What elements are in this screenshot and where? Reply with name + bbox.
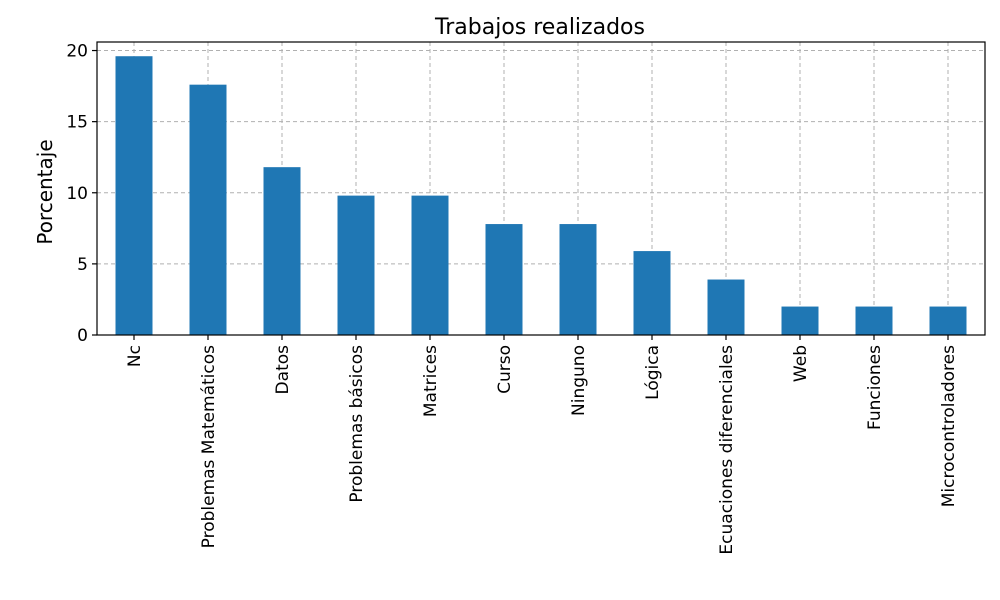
y-axis: 0 5 10 15 20 <box>66 42 97 346</box>
chart-title: Trabajos realizados <box>434 15 645 40</box>
bar <box>337 195 375 335</box>
bar <box>115 56 153 336</box>
x-tick-label: Ecuaciones diferenciales <box>717 345 737 555</box>
bar <box>189 84 227 335</box>
bar <box>411 195 449 335</box>
x-tick-label: Curso <box>495 345 515 394</box>
x-tick-label: Problemas Matemáticos <box>199 345 219 549</box>
y-tick-label: 0 <box>77 326 88 346</box>
x-tick-label: Problemas básicos <box>347 345 367 503</box>
plot-frame <box>96 41 986 336</box>
x-tick-label: Microcontroladores <box>939 345 959 507</box>
x-tick-label: Matrices <box>421 345 441 417</box>
bar <box>855 306 893 335</box>
y-tick-label: 15 <box>66 113 88 133</box>
bar <box>929 306 967 335</box>
bar <box>559 224 597 335</box>
y-tick-label: 20 <box>66 42 88 62</box>
x-tick-label: Nc <box>125 345 145 367</box>
bar <box>633 251 671 335</box>
bar <box>781 306 819 335</box>
bar <box>485 224 523 335</box>
y-tick-label: 5 <box>77 255 88 275</box>
y-tick-label: 10 <box>66 184 88 204</box>
x-tick-label: Funciones <box>865 345 885 430</box>
x-tick-label: Lógica <box>643 345 663 400</box>
bar <box>263 167 301 335</box>
x-tick-label: Web <box>791 345 811 382</box>
x-tick-label: Ninguno <box>569 345 589 416</box>
grid-lines <box>97 42 985 336</box>
bars <box>115 56 967 336</box>
x-axis: Nc Problemas Matemáticos Datos Problemas bá… <box>125 335 959 555</box>
bar <box>707 279 745 335</box>
x-tick-label: Datos <box>273 345 293 395</box>
y-axis-label: Porcentaje <box>33 139 57 244</box>
